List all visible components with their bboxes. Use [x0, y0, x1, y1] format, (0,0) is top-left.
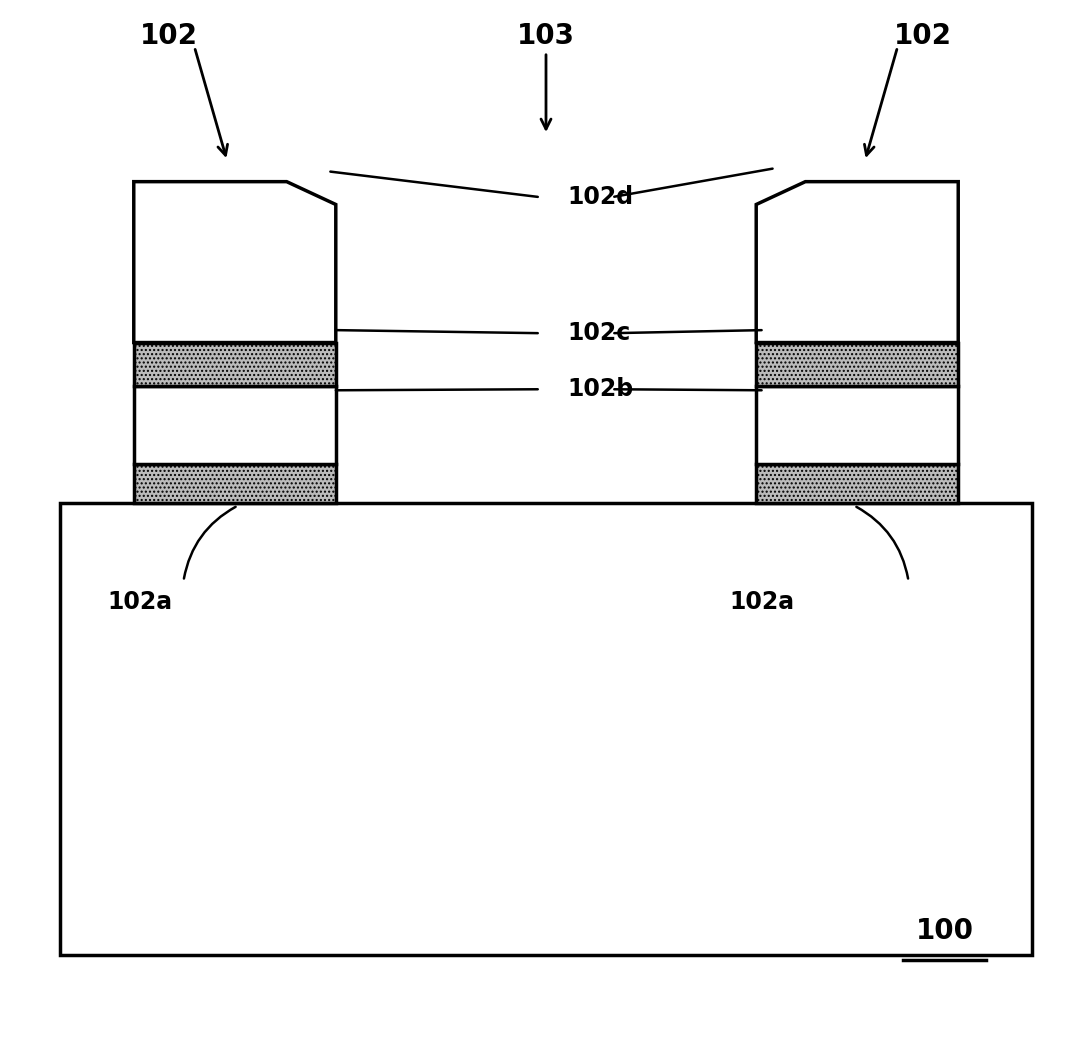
Bar [60, 503, 1032, 955]
Text: 102a: 102a [107, 590, 173, 614]
Text: 102c: 102c [568, 321, 631, 346]
Bar [134, 464, 336, 503]
Polygon shape [134, 182, 336, 343]
Bar [756, 386, 959, 464]
Text: 102d: 102d [568, 185, 634, 210]
Text: 103: 103 [517, 23, 575, 50]
Text: 100: 100 [915, 918, 974, 945]
Text: 102: 102 [893, 23, 952, 50]
Bar [134, 386, 336, 464]
Bar [756, 343, 959, 386]
Text: 102: 102 [140, 23, 199, 50]
Bar [756, 464, 959, 503]
Text: 102b: 102b [568, 377, 634, 402]
Text: 102a: 102a [729, 590, 795, 614]
Polygon shape [756, 182, 959, 343]
Bar [134, 343, 336, 386]
